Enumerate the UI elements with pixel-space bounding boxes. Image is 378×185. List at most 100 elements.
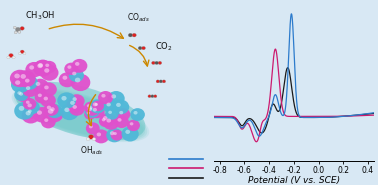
Circle shape [86, 138, 90, 141]
Circle shape [132, 33, 136, 37]
Circle shape [44, 85, 49, 89]
Circle shape [26, 86, 30, 90]
Ellipse shape [18, 90, 143, 139]
Circle shape [69, 69, 84, 82]
Circle shape [25, 107, 39, 119]
Circle shape [159, 80, 163, 83]
Circle shape [89, 125, 93, 128]
Circle shape [84, 104, 100, 118]
Circle shape [121, 126, 139, 142]
Circle shape [130, 122, 133, 125]
Circle shape [64, 107, 70, 112]
Circle shape [112, 94, 116, 98]
Circle shape [107, 119, 111, 123]
Circle shape [93, 102, 98, 106]
Circle shape [37, 63, 43, 68]
Circle shape [16, 89, 30, 102]
Circle shape [28, 103, 32, 107]
Circle shape [32, 79, 49, 93]
Circle shape [89, 99, 105, 113]
Circle shape [103, 116, 107, 120]
Circle shape [110, 131, 115, 135]
Ellipse shape [15, 82, 146, 140]
Circle shape [113, 132, 117, 135]
Circle shape [88, 134, 94, 139]
Circle shape [40, 82, 57, 97]
Circle shape [119, 111, 123, 114]
Circle shape [15, 80, 20, 85]
Circle shape [23, 98, 36, 110]
Circle shape [19, 92, 23, 96]
Circle shape [155, 61, 158, 65]
Circle shape [75, 78, 81, 83]
Circle shape [33, 107, 51, 122]
Circle shape [59, 72, 76, 87]
Circle shape [22, 75, 38, 90]
Circle shape [26, 101, 29, 104]
Circle shape [128, 33, 133, 37]
Circle shape [12, 56, 15, 59]
Circle shape [14, 102, 34, 120]
Circle shape [105, 108, 119, 120]
Circle shape [102, 118, 105, 121]
Circle shape [85, 103, 100, 116]
Circle shape [40, 65, 59, 81]
Circle shape [125, 130, 130, 134]
Circle shape [69, 102, 85, 116]
Circle shape [11, 77, 29, 93]
Circle shape [48, 109, 54, 114]
Circle shape [118, 118, 122, 122]
Circle shape [114, 115, 129, 128]
Circle shape [36, 82, 40, 86]
Circle shape [73, 97, 77, 101]
Circle shape [88, 107, 92, 111]
Circle shape [99, 113, 115, 127]
Circle shape [86, 122, 100, 134]
Circle shape [156, 80, 160, 83]
Circle shape [42, 61, 56, 73]
Circle shape [7, 56, 10, 59]
Circle shape [37, 110, 42, 115]
Circle shape [107, 102, 111, 106]
Circle shape [19, 52, 21, 55]
Circle shape [34, 91, 49, 104]
Circle shape [38, 63, 43, 67]
Circle shape [29, 65, 34, 70]
Circle shape [47, 104, 63, 118]
Circle shape [88, 106, 93, 110]
Circle shape [92, 101, 104, 111]
Circle shape [162, 80, 166, 83]
Circle shape [108, 91, 125, 106]
Circle shape [70, 101, 75, 105]
Circle shape [89, 105, 105, 118]
Circle shape [154, 95, 157, 98]
Ellipse shape [14, 88, 147, 141]
Circle shape [50, 107, 55, 111]
Circle shape [43, 103, 59, 116]
Circle shape [14, 74, 20, 78]
Ellipse shape [12, 87, 149, 142]
Circle shape [44, 68, 50, 73]
Text: CO$_{ads}$: CO$_{ads}$ [127, 11, 150, 24]
Circle shape [112, 100, 129, 114]
Circle shape [44, 118, 48, 122]
Circle shape [152, 61, 155, 65]
Circle shape [43, 97, 48, 100]
Circle shape [34, 60, 52, 75]
Circle shape [158, 61, 162, 65]
Circle shape [20, 74, 26, 79]
Circle shape [108, 111, 112, 114]
Circle shape [93, 130, 109, 143]
Text: OH$_{ads}$: OH$_{ads}$ [81, 144, 104, 157]
Circle shape [133, 111, 138, 115]
Text: CO$_2$: CO$_2$ [155, 41, 172, 53]
Circle shape [24, 100, 40, 114]
Circle shape [151, 95, 154, 98]
Circle shape [138, 46, 142, 50]
Circle shape [69, 94, 85, 108]
Circle shape [116, 103, 121, 107]
Circle shape [14, 88, 28, 101]
Circle shape [101, 94, 105, 97]
Circle shape [15, 27, 20, 32]
Circle shape [25, 79, 29, 83]
